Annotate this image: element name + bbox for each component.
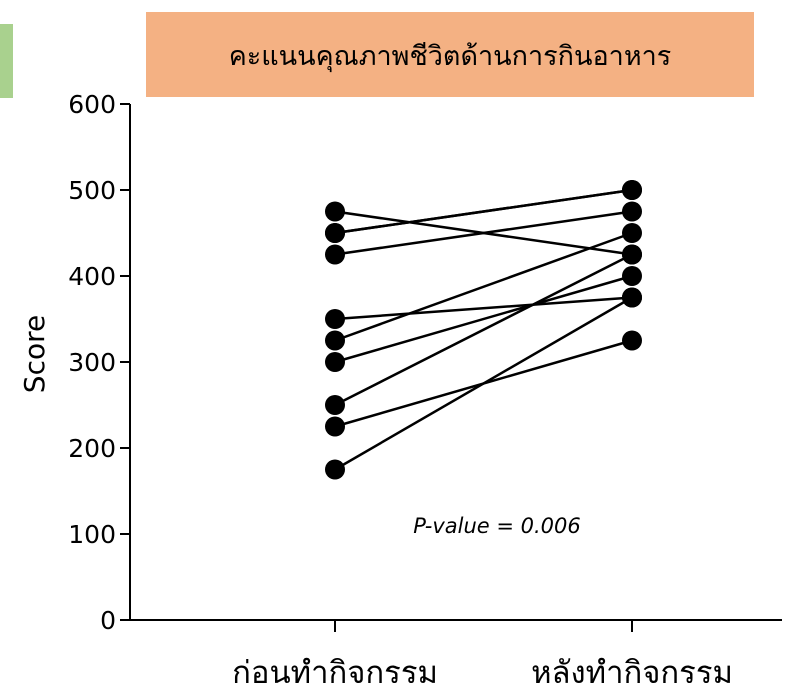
point-after bbox=[622, 244, 642, 265]
y-tick-label: 100 bbox=[68, 520, 116, 549]
point-before bbox=[325, 459, 345, 480]
paired-line bbox=[334, 296, 633, 321]
point-after bbox=[622, 180, 642, 200]
point-before bbox=[325, 244, 345, 265]
y-axis-ticks: 0 100 200 300 400 500 600 bbox=[68, 90, 130, 635]
paired-line bbox=[334, 296, 633, 471]
point-before bbox=[325, 223, 345, 243]
y-tick-label: 400 bbox=[68, 262, 116, 291]
p-value-annotation: P-value = 0.006 bbox=[413, 514, 581, 538]
point-after bbox=[622, 266, 642, 286]
chart-title: คะแนนคุณภาพชีวิตด้านการกินอาหาร bbox=[229, 41, 672, 73]
y-axis-label: Score bbox=[18, 315, 51, 393]
y-tick-label: 600 bbox=[68, 90, 116, 119]
point-after bbox=[622, 223, 642, 243]
point-after bbox=[622, 287, 642, 308]
title-banner bbox=[146, 12, 754, 97]
data-points bbox=[325, 180, 642, 480]
point-before bbox=[325, 416, 345, 437]
paired-line bbox=[334, 274, 633, 364]
y-tick-label: 300 bbox=[68, 348, 116, 377]
point-before bbox=[325, 330, 345, 351]
side-accent-block bbox=[0, 24, 13, 98]
y-tick-label: 500 bbox=[68, 176, 116, 205]
x-category-label: ก่อนทำกิจกรรม bbox=[232, 655, 438, 691]
y-tick-label: 0 bbox=[100, 606, 116, 635]
point-before bbox=[325, 395, 345, 415]
paired-lines bbox=[334, 188, 633, 471]
x-axis-ticks: ก่อนทำกิจกรรม หลังทำกิจกรรม bbox=[232, 620, 733, 691]
paired-line bbox=[334, 188, 633, 235]
point-before bbox=[325, 201, 345, 222]
point-after bbox=[622, 201, 642, 222]
point-before bbox=[325, 352, 345, 372]
paired-line bbox=[334, 231, 633, 342]
paired-line bbox=[334, 253, 633, 407]
point-before bbox=[325, 309, 345, 329]
point-after bbox=[622, 330, 642, 351]
x-category-label: หลังทำกิจกรรม bbox=[531, 655, 733, 691]
paired-line bbox=[334, 210, 633, 256]
y-tick-label: 200 bbox=[68, 434, 116, 463]
